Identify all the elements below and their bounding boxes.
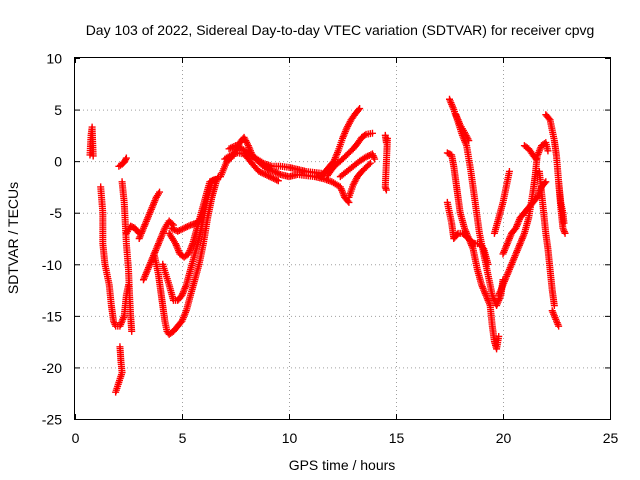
data-point: [261, 171, 269, 179]
data-point: [255, 167, 263, 175]
data-point: [465, 137, 473, 145]
data-point: [274, 177, 282, 185]
data-point: [561, 229, 569, 237]
data-point: [361, 131, 369, 139]
x-tick-label: 15: [389, 430, 405, 446]
data-point: [225, 145, 233, 153]
data-point: [179, 225, 187, 233]
data-point: [366, 159, 374, 167]
data-point: [110, 319, 118, 327]
data-point: [268, 174, 276, 182]
grid: [75, 58, 610, 419]
data-point: [368, 129, 376, 137]
y-tick-label: 0: [54, 154, 62, 170]
data-point: [270, 167, 278, 175]
data-point: [271, 175, 279, 183]
data-point: [210, 176, 218, 184]
data-points: [86, 95, 569, 396]
data-point: [265, 172, 273, 180]
data-point: [112, 388, 120, 396]
y-tick-label: -25: [42, 412, 62, 428]
data-point: [182, 223, 190, 231]
y-axis-label: SDTVAR / TECUs: [5, 182, 21, 294]
data-point: [175, 227, 183, 235]
data-point: [226, 152, 234, 160]
data-point: [185, 222, 193, 230]
data-point: [560, 228, 568, 236]
data-point: [545, 115, 553, 123]
data-point: [263, 171, 271, 179]
x-tick-label: 0: [72, 430, 80, 446]
data-point: [232, 142, 239, 150]
data-point: [233, 142, 241, 150]
y-tick-label: 10: [46, 51, 62, 67]
data-point: [183, 223, 191, 231]
data-point: [275, 170, 283, 178]
x-tick-label: 5: [179, 430, 187, 446]
data-point: [382, 186, 390, 194]
y-tick-label: -15: [42, 308, 62, 324]
x-tick-label: 25: [603, 430, 619, 446]
data-point: [355, 106, 363, 114]
data-point: [257, 168, 265, 176]
data-point: [227, 144, 235, 152]
data-point: [156, 188, 164, 196]
data-point: [272, 168, 280, 176]
data-point: [197, 214, 205, 222]
data-point: [532, 155, 540, 163]
data-point: [89, 152, 97, 160]
data-point: [541, 179, 549, 187]
data-point: [180, 224, 188, 232]
data-point: [128, 327, 136, 335]
data-point: [560, 226, 568, 234]
data-point: [544, 147, 552, 155]
data-point: [550, 302, 558, 310]
data-point: [531, 154, 539, 162]
data-point: [269, 174, 277, 182]
x-tick-label: 10: [282, 430, 298, 446]
data-point: [273, 169, 281, 177]
plot-frame: [74, 57, 611, 420]
data-point: [344, 197, 352, 205]
y-tick-label: 5: [54, 102, 62, 118]
data-point: [258, 169, 266, 177]
y-tick-label: -10: [42, 257, 62, 273]
data-point: [174, 227, 182, 235]
data-point: [495, 332, 503, 340]
data-point: [177, 226, 185, 234]
chart-title: Day 103 of 2022, Sidereal Day-to-day VTE…: [86, 22, 595, 38]
data-point: [266, 173, 274, 181]
data-point: [365, 161, 373, 169]
data-point: [235, 143, 243, 151]
data-point: [356, 105, 364, 113]
x-tick-label: 20: [496, 430, 512, 446]
data-point: [453, 231, 461, 239]
axis-ticks: 0 5 10 15 20 25 10 5 0 -5 -10 -15 -20 -25: [42, 51, 619, 447]
data-point: [171, 226, 179, 234]
data-point: [560, 219, 568, 227]
data-point: [228, 143, 236, 151]
x-axis-label: GPS time / hours: [289, 457, 396, 473]
data-point: [371, 155, 379, 163]
data-point: [505, 167, 513, 175]
data-point: [555, 322, 563, 330]
data-point: [168, 220, 176, 228]
data-point: [196, 215, 204, 223]
data-point: [122, 154, 130, 162]
data-point: [362, 153, 370, 161]
data-point: [260, 170, 268, 178]
data-point: [169, 225, 177, 233]
y-tick-label: -20: [42, 360, 62, 376]
data-point: [167, 224, 175, 232]
y-tick-label: -5: [50, 205, 63, 221]
data-point: [273, 176, 281, 184]
data-point: [122, 155, 130, 163]
